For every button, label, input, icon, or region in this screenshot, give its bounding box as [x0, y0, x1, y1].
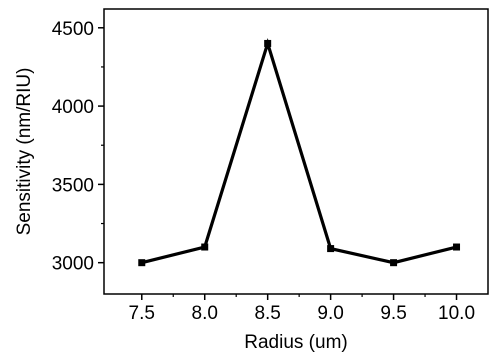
- y-tick-label: 4000: [52, 97, 94, 118]
- x-tick-label: 10.0: [438, 303, 475, 324]
- y-axis-title: Sensitivity (nm/RIU): [14, 68, 35, 236]
- data-point: [201, 243, 209, 251]
- data-point: [390, 259, 398, 267]
- data-point: [138, 259, 146, 267]
- data-point: [453, 243, 461, 251]
- x-tick-label: 8.0: [192, 303, 218, 324]
- data-point: [264, 39, 272, 47]
- series-layer: [138, 38, 461, 267]
- y-tick-label: 4500: [52, 19, 94, 40]
- x-tick-label: 9.0: [317, 303, 343, 324]
- x-axis-title: Radius (um): [244, 332, 347, 353]
- plot-frame: [103, 8, 489, 295]
- x-tick-label: 7.5: [129, 303, 155, 324]
- labels-layer: 7.5 8.0 8.5 9.0 9.5 10.0 3000 3500 4000 4500: [52, 19, 475, 324]
- x-tick-label: 9.5: [380, 303, 406, 324]
- y-tick-label: 3500: [52, 175, 94, 196]
- x-tick-label: 8.5: [254, 303, 280, 324]
- data-point: [327, 245, 335, 253]
- y-tick-label: 3000: [52, 254, 94, 275]
- series-line: [141, 38, 457, 265]
